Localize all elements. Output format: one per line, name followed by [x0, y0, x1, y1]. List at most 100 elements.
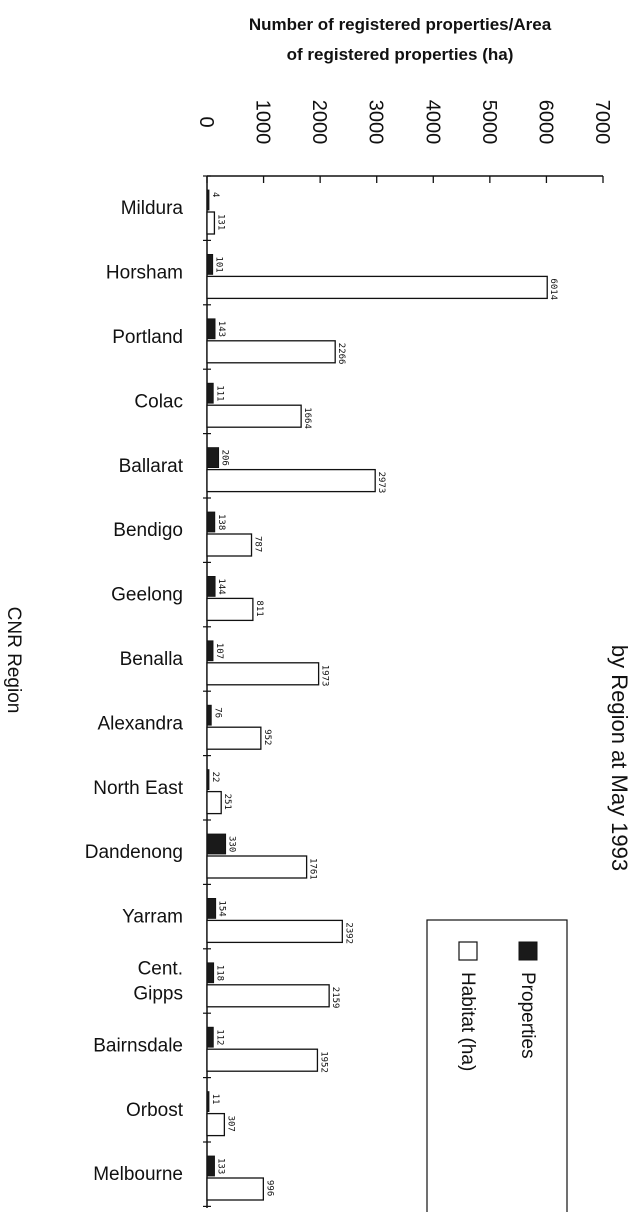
bar-habitat: [206, 726, 262, 750]
y-axis-title-line-2: of registered properties (ha): [287, 45, 514, 64]
chart-title: by Region at May 1993: [607, 645, 632, 871]
data-label-habitat: 6014: [548, 278, 558, 300]
category-label: Colac: [134, 391, 183, 412]
category-label: Dandenong: [85, 842, 183, 863]
category-label: North East: [93, 778, 183, 799]
category-label: Mildura: [121, 198, 184, 219]
bar-habitat: [206, 1048, 319, 1072]
bar-habitat: [206, 468, 376, 493]
bar-properties: [206, 898, 217, 919]
category-label: Melbourne: [93, 1164, 183, 1185]
bar-habitat: [206, 919, 343, 944]
value-tick-label: 6000: [534, 100, 556, 145]
bar-properties: [206, 382, 214, 404]
bar-habitat: [206, 340, 336, 364]
bar-habitat: [206, 404, 302, 428]
data-label-habitat: 1952: [318, 1051, 328, 1073]
value-tick-label: 7000: [591, 100, 613, 145]
data-label-properties: 4: [210, 192, 220, 197]
data-label-habitat: 131: [215, 214, 225, 230]
value-tick-label: 1000: [252, 100, 274, 145]
bar-habitat: [206, 855, 308, 879]
data-label-properties: 76: [212, 707, 222, 718]
data-label-habitat: 1664: [302, 407, 312, 429]
data-label-habitat: 1761: [308, 858, 318, 880]
category-label: Portland: [112, 327, 183, 348]
x-axis-title: CNR Region: [3, 607, 24, 714]
data-label-properties: 101: [214, 256, 224, 272]
category-label: Gipps: [133, 984, 183, 1005]
bar-habitat: [206, 211, 216, 235]
data-label-properties: 154: [217, 900, 227, 916]
category-label: Horsham: [106, 263, 183, 284]
data-label-habitat: 2159: [330, 987, 340, 1009]
data-label-properties: 206: [220, 450, 230, 466]
legend-box: [426, 919, 568, 1212]
legend-label-habitat: Habitat (ha): [457, 972, 478, 1071]
data-label-properties: 144: [216, 578, 226, 594]
data-label-habitat: 251: [222, 794, 232, 810]
data-label-habitat: 996: [264, 1180, 274, 1196]
data-label-habitat: 787: [253, 536, 263, 552]
bar-habitat: [206, 275, 548, 300]
bar-properties: [206, 1091, 210, 1112]
data-label-habitat: 307: [225, 1116, 235, 1132]
data-label-habitat: 811: [254, 600, 264, 616]
legend: Properties Habitat (ha): [426, 919, 568, 1212]
category-label: Benalla: [120, 649, 184, 670]
data-label-properties: 112: [214, 1029, 224, 1045]
bar-properties: [206, 640, 214, 662]
legend-swatch-properties: [518, 941, 538, 961]
data-label-properties: 330: [227, 836, 237, 852]
bar-properties: [206, 1026, 214, 1048]
bar-properties: [206, 253, 214, 275]
bar-habitat: [206, 1177, 264, 1201]
bar-habitat: [206, 984, 330, 1008]
data-label-properties: 22: [210, 772, 220, 783]
data-label-properties: 11: [210, 1094, 220, 1105]
data-label-habitat: 2266: [336, 343, 346, 365]
value-tick-label: 2000: [308, 100, 330, 145]
bar-habitat: [206, 533, 253, 557]
bar-properties: [206, 511, 216, 533]
legend-swatch-habitat: [458, 941, 478, 961]
data-label-properties: 138: [216, 514, 226, 530]
category-label: Yarram: [122, 907, 183, 928]
category-label: Orbost: [126, 1100, 184, 1121]
bar-properties: [206, 1155, 215, 1177]
category-label: Bendigo: [113, 520, 183, 541]
value-tick-label: 0: [195, 116, 217, 127]
data-label-habitat: 2973: [376, 472, 386, 494]
data-label-habitat: 952: [262, 729, 272, 745]
data-label-properties: 118: [215, 965, 225, 981]
bar-habitat: [206, 597, 254, 622]
category-label: Ballarat: [119, 456, 184, 477]
legend-label-properties: Properties: [517, 972, 538, 1059]
category-label: Alexandra: [97, 713, 183, 734]
bar-habitat: [206, 790, 222, 815]
value-tick-label: 4000: [421, 100, 443, 145]
bar-properties: [206, 962, 215, 984]
data-label-habitat: 1973: [320, 665, 330, 687]
bar-properties: [206, 769, 210, 790]
y-axis-title-line-1: Number of registered properties/Area: [249, 15, 552, 34]
data-label-properties: 133: [216, 1158, 226, 1174]
value-tick-label: 3000: [365, 100, 387, 145]
category-label: Bairnsdale: [93, 1035, 183, 1056]
bar-properties: [206, 447, 220, 469]
bar-properties: [206, 704, 212, 726]
data-label-properties: 107: [214, 643, 224, 659]
value-tick-label: 5000: [478, 100, 500, 145]
data-label-habitat: 2392: [343, 922, 353, 944]
bar-properties: [206, 833, 227, 855]
bar-properties: [206, 318, 216, 340]
bar-properties: [206, 576, 216, 597]
category-label: Cent.: [138, 959, 183, 980]
data-label-properties: 111: [214, 385, 224, 401]
bar-properties: [206, 189, 210, 211]
bar-habitat: [206, 662, 320, 686]
data-label-properties: 143: [216, 321, 226, 337]
category-label: Geelong: [111, 585, 183, 606]
bar-habitat: [206, 1112, 226, 1137]
